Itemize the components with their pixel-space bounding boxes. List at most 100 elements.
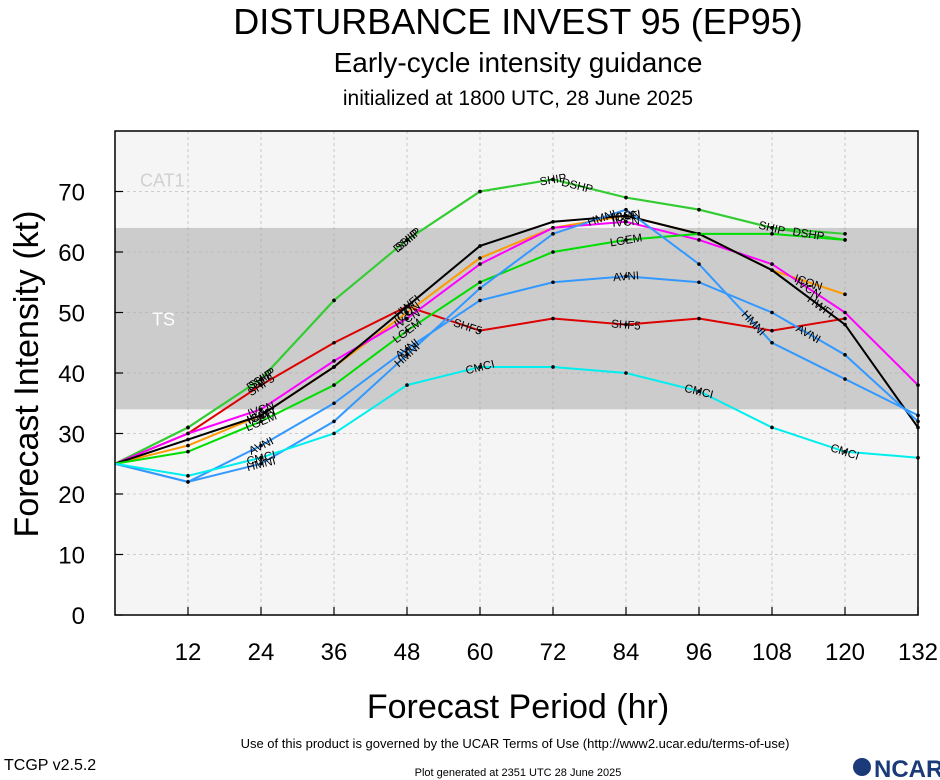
x-tick-label: 60 bbox=[467, 639, 494, 666]
series-label-shf5: SHF5 bbox=[611, 318, 641, 332]
series-line-hmni bbox=[114, 208, 919, 483]
data-point-shf5 bbox=[332, 340, 336, 345]
data-point-dshp bbox=[770, 226, 774, 230]
data-point-hmni bbox=[770, 340, 774, 345]
x-tick-label: 48 bbox=[394, 639, 421, 666]
band-ts bbox=[115, 227, 918, 410]
data-point-hwfi bbox=[405, 304, 409, 309]
y-tick-label: 40 bbox=[58, 361, 85, 388]
y-tick-label: 0 bbox=[72, 603, 85, 630]
data-point-cmci bbox=[478, 365, 482, 369]
data-point-cmci bbox=[551, 365, 555, 369]
series-lines bbox=[114, 177, 920, 484]
series-label-ship: SHIP bbox=[539, 172, 568, 188]
data-point-dshp bbox=[624, 195, 628, 200]
data-point-ivcn bbox=[697, 238, 701, 242]
data-point-ivcn bbox=[551, 226, 555, 230]
x-tick-label: 96 bbox=[686, 639, 713, 666]
series-line-cmci bbox=[114, 365, 919, 477]
data-point-dshp bbox=[478, 189, 482, 194]
data-point-cmci bbox=[770, 425, 774, 430]
x-axis-ticks: 12 24 36 48 60 72 84 96 108 120 132 bbox=[175, 607, 938, 666]
data-point-dshp bbox=[186, 425, 190, 430]
data-point-ivcn bbox=[332, 359, 336, 363]
data-point-ivcn bbox=[770, 262, 774, 266]
data-point-lgem bbox=[843, 238, 847, 242]
data-point-shf5 bbox=[551, 316, 555, 321]
y-tick-label: 30 bbox=[58, 422, 85, 449]
data-point-hwfi bbox=[843, 322, 847, 327]
data-point-lgem bbox=[259, 419, 263, 424]
data-point-lgem bbox=[624, 238, 628, 242]
y-axis-ticks: 0 10 20 30 40 50 60 70 bbox=[58, 180, 123, 630]
data-point-hmni bbox=[332, 419, 336, 424]
data-point-shf5 bbox=[478, 328, 482, 333]
y-tick-label: 70 bbox=[58, 180, 85, 207]
chart-title: DISTURBANCE INVEST 95 (EP95) bbox=[233, 1, 803, 42]
series-line-avni bbox=[114, 275, 919, 483]
series-label-avni: AVNI bbox=[613, 270, 640, 284]
data-point-shf5 bbox=[843, 316, 847, 321]
x-axis-label: Forecast Period (hr) bbox=[367, 688, 669, 726]
band-cat1 bbox=[115, 131, 918, 228]
x-tick-label: 120 bbox=[825, 639, 865, 666]
version-label: TCGP v2.5.2 bbox=[4, 757, 96, 774]
y-tick-label: 50 bbox=[58, 301, 85, 328]
data-point-lgem bbox=[770, 232, 774, 236]
data-point-avni bbox=[843, 353, 847, 357]
data-point-lgem bbox=[332, 383, 336, 387]
data-point-hmni bbox=[259, 461, 263, 466]
data-point-ivcn bbox=[405, 316, 409, 321]
data-point-shf5 bbox=[697, 316, 701, 321]
data-point-hwfi bbox=[624, 213, 628, 218]
x-tick-label: 72 bbox=[540, 639, 567, 666]
data-point-icon bbox=[843, 292, 847, 297]
series-line-hwfi bbox=[114, 214, 919, 465]
data-point-lgem bbox=[186, 449, 190, 454]
data-point-cmci bbox=[332, 431, 336, 436]
data-point-hwfi bbox=[551, 219, 555, 224]
y-tick-label: 20 bbox=[58, 482, 85, 509]
series-label-lgem: LGEM bbox=[609, 232, 643, 249]
data-point-ivcn bbox=[843, 310, 847, 315]
data-point-hwfi bbox=[259, 413, 263, 418]
data-point-dshp bbox=[332, 298, 336, 303]
x-tick-label: 84 bbox=[613, 639, 640, 666]
grid-lines bbox=[115, 131, 918, 615]
y-tick-label: 60 bbox=[58, 240, 85, 267]
data-point-shf5 bbox=[624, 322, 628, 327]
series-line-ivcn bbox=[114, 220, 919, 465]
data-point-avni bbox=[259, 443, 263, 448]
x-tick-label: 12 bbox=[175, 639, 202, 666]
data-point-ivcn bbox=[624, 219, 628, 224]
series-label-icon: ICON bbox=[611, 208, 641, 225]
data-point-avni bbox=[624, 274, 628, 279]
terms-of-use: Use of this product is governed by the U… bbox=[241, 736, 790, 751]
data-point-hmni bbox=[697, 262, 701, 266]
data-point-cmci bbox=[186, 474, 190, 478]
series-label-ivcn: IVCN bbox=[612, 216, 640, 230]
data-point-avni bbox=[478, 298, 482, 303]
data-point-hmni bbox=[405, 353, 409, 357]
data-point-avni bbox=[405, 347, 409, 351]
band-label-ts: TS bbox=[152, 310, 175, 330]
data-point-cmci bbox=[405, 383, 409, 387]
data-point-dshp bbox=[697, 207, 701, 212]
data-point-hwfi bbox=[770, 268, 774, 272]
data-point-cmci bbox=[624, 371, 628, 375]
data-point-icon bbox=[478, 256, 482, 260]
plot-generated: Plot generated at 2351 UTC 28 June 2025 bbox=[415, 767, 622, 779]
data-point-shf5 bbox=[770, 328, 774, 333]
series-label-dshp: DSHP bbox=[792, 226, 826, 243]
data-point-hmni bbox=[843, 377, 847, 381]
data-point-dshp bbox=[405, 238, 409, 242]
data-point-ivcn bbox=[186, 431, 190, 436]
ncar-logo: NCAR bbox=[853, 756, 940, 780]
data-point-lgem bbox=[405, 328, 409, 333]
data-point-lgem bbox=[478, 280, 482, 285]
x-tick-label: 108 bbox=[752, 639, 792, 666]
initialized-time: initialized at 1800 UTC, 28 June 2025 bbox=[343, 87, 693, 110]
x-tick-label: 36 bbox=[321, 639, 348, 666]
data-point-ivcn bbox=[478, 262, 482, 266]
